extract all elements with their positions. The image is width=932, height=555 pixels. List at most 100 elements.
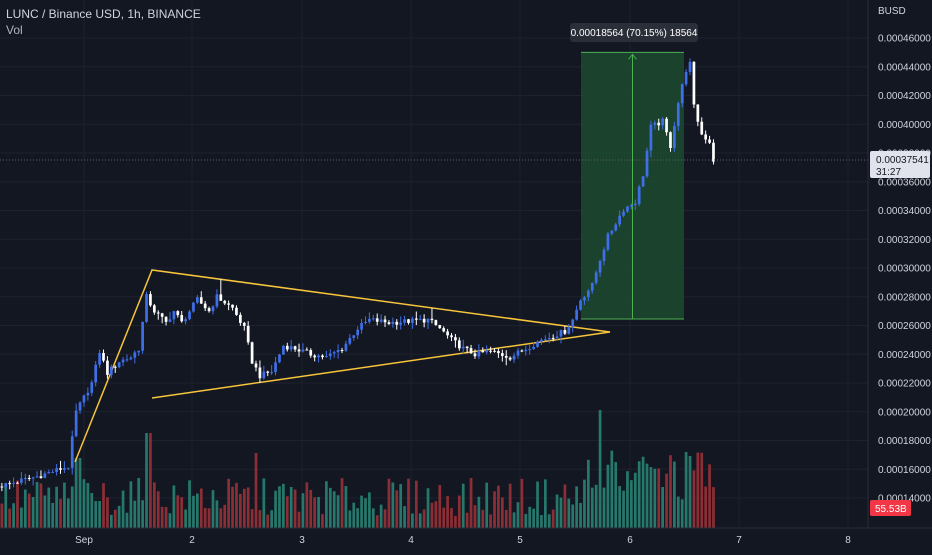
volume-bar (676, 496, 680, 528)
volume-bar (102, 483, 105, 528)
candle-body (536, 341, 539, 347)
candle-body (500, 353, 504, 356)
time-axis[interactable]: Sep 2 3 4 5 6 7 8 (0, 527, 932, 550)
candle-body (540, 339, 543, 342)
candle-body (31, 477, 35, 479)
candle-body (590, 282, 594, 291)
candle-body (98, 352, 101, 365)
triangle-pattern-drawing[interactable] (74, 269, 611, 463)
volume-bar (700, 452, 704, 528)
candle-body (328, 353, 332, 357)
candle-body (133, 352, 137, 358)
candle-body (516, 350, 520, 356)
volume-bar (23, 489, 27, 528)
candle-body (477, 350, 481, 357)
volume-bar (610, 450, 614, 528)
volume-bar (567, 498, 571, 528)
symbol-title[interactable]: LUNC / Binance USD, 1h, BINANCE (6, 7, 201, 21)
candle-body (231, 304, 234, 308)
volume-bar (156, 491, 160, 528)
volume-bar (55, 486, 58, 528)
volume-bar (434, 501, 438, 528)
candle-body (469, 348, 473, 354)
candle-body (375, 318, 379, 322)
volume-bar (184, 509, 187, 528)
volume-bar (555, 494, 559, 528)
candle-body (481, 350, 485, 353)
volume-bar (0, 503, 4, 528)
volume-bar (16, 480, 19, 528)
candle-body (426, 318, 430, 323)
chart-legend: LUNC / Binance USD, 1h, BINANCE Vol (6, 6, 201, 38)
volume-bar (74, 458, 78, 528)
price-axis[interactable]: BUSD 0.00046000 0.00044000 0.00042000 0.0004… (867, 0, 932, 550)
candle-body (438, 325, 442, 329)
chart-grid (0, 0, 868, 528)
candle-body (622, 211, 625, 216)
candle-body (156, 312, 160, 314)
candle-body (207, 308, 211, 312)
candle-body (219, 294, 223, 301)
candle-body (121, 359, 125, 363)
candle-body (391, 321, 395, 324)
volume-bar (364, 498, 367, 528)
candle-body (199, 297, 203, 304)
candle-body (180, 315, 184, 322)
volume-bar (59, 498, 62, 528)
candle-body (555, 336, 559, 339)
candle-body (418, 318, 422, 320)
candle-body (504, 355, 508, 358)
volume-bar (594, 484, 598, 528)
volume-bar (282, 483, 285, 528)
volume-bar (688, 456, 692, 528)
volume-bar (348, 510, 352, 528)
candle-body (454, 337, 457, 341)
volume-bar (673, 461, 676, 528)
volume-bar (35, 481, 39, 528)
volume-bar (117, 505, 121, 528)
volume-bar (684, 452, 688, 528)
candle-body (414, 318, 418, 320)
candle-body (258, 367, 262, 379)
candle-body (532, 346, 535, 350)
candle-body (23, 478, 27, 480)
volume-bar (493, 491, 496, 528)
volume-bar (500, 497, 504, 528)
volume-bar (51, 502, 55, 528)
time-tick-label: 6 (627, 535, 633, 546)
candle-body (239, 314, 242, 323)
candle-body (246, 325, 250, 343)
candle-body (340, 350, 344, 352)
volume-bar (653, 468, 657, 528)
volume-bar (313, 497, 317, 528)
volume-bar (219, 508, 223, 528)
volume-bar (407, 478, 410, 528)
volume-bar (90, 492, 94, 528)
volume-bar (340, 478, 344, 528)
candle-body (395, 321, 399, 325)
measure-tooltip: 0.00018564 (70.15%) 18564 (570, 23, 698, 42)
candle-body (434, 320, 438, 326)
volume-bar (465, 512, 469, 528)
candle-body (270, 372, 273, 374)
volume-bar (657, 468, 661, 528)
candle-body (383, 319, 387, 323)
measure-tool[interactable]: 0.00018564 (70.15%) 18564 (570, 23, 698, 320)
candle-body (583, 297, 586, 301)
candle-body (575, 309, 578, 320)
time-tick-label: 3 (299, 535, 305, 546)
volume-bar (309, 489, 313, 528)
volume-bar (129, 481, 133, 528)
candle-body (55, 468, 58, 472)
volume-bar (86, 482, 90, 528)
volume-bar (223, 504, 227, 528)
candle-body (336, 350, 340, 353)
candle-body (571, 319, 575, 328)
volume-bar (598, 410, 602, 528)
volume-bar (477, 496, 481, 528)
volume-bar (125, 512, 129, 528)
volume-bar (645, 463, 649, 528)
candle-body (700, 121, 704, 135)
